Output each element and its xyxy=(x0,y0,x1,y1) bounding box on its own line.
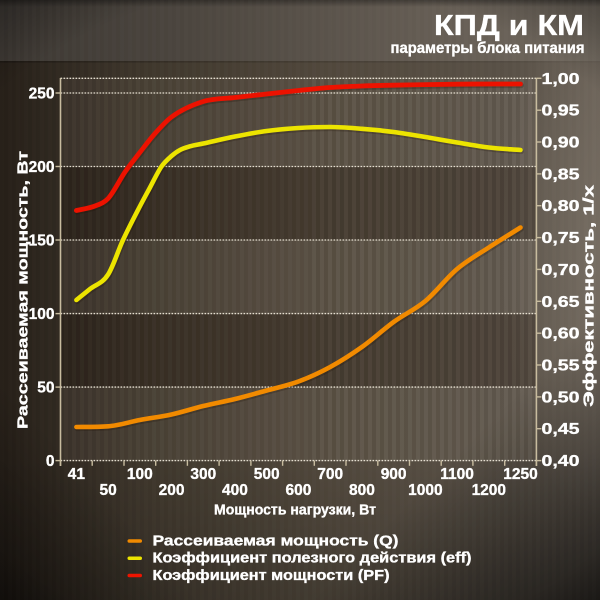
svg-text:100: 100 xyxy=(29,306,55,323)
svg-text:0,50: 0,50 xyxy=(542,389,580,406)
svg-text:0,45: 0,45 xyxy=(542,421,580,438)
svg-text:0,55: 0,55 xyxy=(542,358,580,375)
svg-text:600: 600 xyxy=(286,482,312,499)
svg-text:0,60: 0,60 xyxy=(542,326,580,343)
svg-text:0,75: 0,75 xyxy=(542,230,580,247)
svg-text:1,00: 1,00 xyxy=(542,71,580,88)
svg-text:параметры блока питания: параметры блока питания xyxy=(391,40,585,57)
svg-text:Мощность нагрузки, Вт: Мощность нагрузки, Вт xyxy=(214,503,376,519)
svg-text:200: 200 xyxy=(159,482,185,499)
svg-text:1100: 1100 xyxy=(440,466,474,483)
svg-text:0,80: 0,80 xyxy=(542,198,580,215)
svg-text:300: 300 xyxy=(190,466,216,483)
svg-text:0,70: 0,70 xyxy=(542,262,580,279)
svg-text:1200: 1200 xyxy=(472,482,506,499)
svg-text:Рассеиваемая мощность, Вт: Рассеиваемая мощность, Вт xyxy=(16,151,32,429)
svg-text:200: 200 xyxy=(29,159,55,176)
svg-text:Коэффициент полезного действия: Коэффициент полезного действия (eff) xyxy=(153,551,472,567)
svg-text:700: 700 xyxy=(317,466,343,483)
svg-text:50: 50 xyxy=(99,482,116,499)
svg-text:0,95: 0,95 xyxy=(542,103,580,120)
svg-text:Коэффициент мощности (PF): Коэффициент мощности (PF) xyxy=(153,568,390,584)
svg-text:400: 400 xyxy=(222,482,248,499)
svg-text:Рассеиваемая мощность (Q): Рассеиваемая мощность (Q) xyxy=(153,534,399,550)
svg-text:0,65: 0,65 xyxy=(542,294,580,311)
svg-text:КПД и КМ: КПД и КМ xyxy=(434,10,584,42)
svg-text:0,90: 0,90 xyxy=(542,135,580,152)
svg-text:Эффективность, 1/х: Эффективность, 1/х xyxy=(582,185,598,407)
svg-text:500: 500 xyxy=(254,466,280,483)
svg-text:900: 900 xyxy=(381,466,407,483)
svg-text:0,85: 0,85 xyxy=(542,166,580,183)
svg-text:0: 0 xyxy=(46,453,55,470)
svg-text:41: 41 xyxy=(68,466,86,483)
svg-text:1250: 1250 xyxy=(503,466,537,483)
svg-text:150: 150 xyxy=(29,233,55,250)
svg-text:1000: 1000 xyxy=(408,482,442,499)
svg-text:250: 250 xyxy=(29,86,55,103)
svg-text:0,40: 0,40 xyxy=(542,453,580,470)
svg-text:100: 100 xyxy=(127,466,153,483)
svg-text:50: 50 xyxy=(37,380,54,397)
svg-text:800: 800 xyxy=(349,482,375,499)
